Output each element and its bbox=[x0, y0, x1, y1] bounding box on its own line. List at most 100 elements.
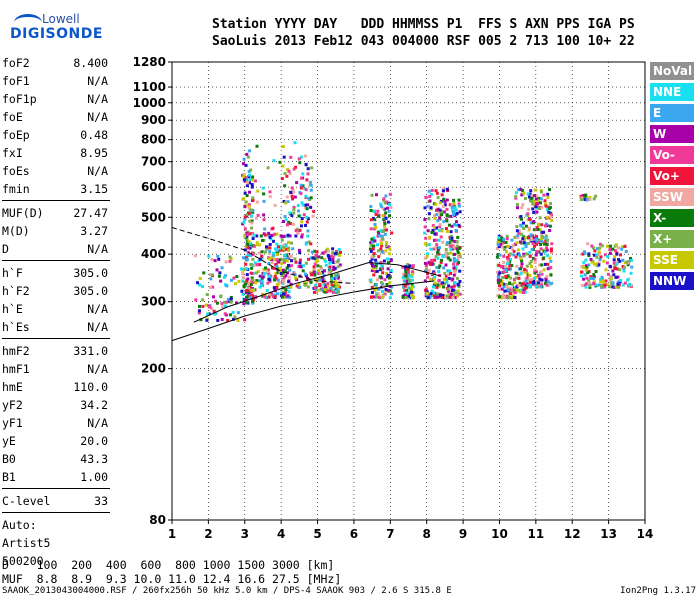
echo-pixel bbox=[324, 289, 328, 293]
echo-pixel bbox=[445, 219, 449, 223]
echo-pixel bbox=[253, 295, 257, 299]
echo-pixel bbox=[510, 264, 514, 268]
legend-item-x-: X+ bbox=[650, 230, 694, 248]
echo-pixel bbox=[449, 214, 453, 218]
echo-pixel bbox=[438, 208, 442, 212]
echo-pixel bbox=[440, 193, 444, 197]
echo-pixel bbox=[614, 285, 618, 289]
echo-pixel bbox=[245, 295, 249, 299]
echo-pixel bbox=[430, 258, 434, 262]
echo-pixel bbox=[450, 241, 454, 245]
echo-pixel bbox=[501, 293, 505, 297]
echo-pixel bbox=[306, 234, 310, 238]
echo-pixel bbox=[274, 263, 278, 267]
echo-pixel bbox=[495, 247, 499, 251]
param-value: N/A bbox=[87, 362, 108, 376]
echo-pixel bbox=[455, 211, 459, 215]
echo-pixel bbox=[266, 166, 270, 170]
echo-pixel bbox=[220, 317, 224, 321]
echo-pixel bbox=[457, 223, 461, 227]
echo-pixel bbox=[423, 206, 427, 210]
param-name: h`E bbox=[2, 302, 23, 316]
echo-pixel bbox=[622, 269, 626, 273]
echo-pixel bbox=[506, 288, 510, 292]
echo-pixel bbox=[456, 294, 460, 298]
echo-pixel bbox=[587, 254, 591, 258]
echo-pixel bbox=[285, 223, 289, 227]
echo-pixel bbox=[284, 218, 288, 222]
echo-pixel bbox=[444, 227, 448, 231]
echo-pixel bbox=[506, 244, 510, 248]
echo-pixel bbox=[293, 257, 297, 261]
echo-pixel bbox=[580, 196, 584, 200]
param-name: hmF1 bbox=[2, 362, 30, 376]
echo-pixel bbox=[286, 233, 290, 237]
echo-pixel bbox=[242, 173, 246, 177]
echo-pixel bbox=[309, 196, 313, 200]
echo-pixel bbox=[245, 181, 249, 185]
echo-pixel bbox=[431, 224, 435, 228]
echo-pixel bbox=[585, 198, 589, 202]
echo-pixel bbox=[513, 242, 517, 246]
echo-pixel bbox=[548, 206, 552, 210]
echo-pixel bbox=[580, 265, 584, 269]
echo-pixel bbox=[285, 259, 289, 263]
station-header: Station YYYY DAY DDD HHMMSS P1 FFS S AXN… bbox=[212, 16, 635, 50]
echo-pixel bbox=[447, 223, 451, 227]
echo-pixel bbox=[244, 262, 248, 266]
echo-pixel bbox=[448, 244, 452, 248]
echo-pixel bbox=[428, 235, 432, 239]
echo-pixel bbox=[539, 252, 543, 256]
echo-pixel bbox=[268, 252, 272, 256]
plot-frame bbox=[171, 61, 646, 521]
echo-pixel bbox=[435, 243, 439, 247]
echo-pixel bbox=[369, 218, 373, 222]
param-separator bbox=[2, 260, 110, 261]
echo-pixel bbox=[503, 247, 507, 251]
echo-pixel bbox=[291, 222, 295, 226]
echo-pixel bbox=[338, 263, 342, 267]
echo-pixel bbox=[520, 232, 524, 236]
echo-pixel bbox=[440, 229, 444, 233]
echo-pixel bbox=[528, 192, 532, 196]
echo-pixel bbox=[254, 216, 258, 220]
echo-pixel bbox=[582, 261, 586, 265]
param-value: 3.27 bbox=[80, 224, 108, 238]
echo-pixel bbox=[388, 202, 392, 206]
echo-pixel bbox=[268, 190, 272, 194]
echo-pixel bbox=[306, 172, 310, 176]
param-name: h`F2 bbox=[2, 284, 30, 298]
echo-pixel bbox=[309, 242, 313, 246]
echo-pixel bbox=[197, 309, 201, 313]
echo-pixel bbox=[249, 168, 253, 172]
echo-pixel bbox=[328, 265, 332, 269]
echo-pixel bbox=[585, 266, 589, 270]
echo-pixel bbox=[285, 257, 289, 261]
echo-pixel bbox=[306, 229, 310, 233]
echo-pixel bbox=[408, 287, 412, 291]
echo-pixel bbox=[509, 276, 513, 280]
echo-pixel bbox=[406, 281, 410, 285]
echo-pixel bbox=[502, 270, 506, 274]
echo-pixel bbox=[530, 239, 534, 243]
echo-pixel bbox=[532, 240, 536, 244]
echo-pixel bbox=[380, 250, 384, 254]
x-tick-label: 4 bbox=[277, 527, 285, 541]
echo-pixel bbox=[256, 189, 260, 193]
echo-pixel bbox=[260, 282, 264, 286]
legend-item-sse: SSE bbox=[650, 251, 694, 269]
echo-pixel bbox=[229, 300, 233, 304]
echo-pixel bbox=[516, 233, 520, 237]
echo-pixel bbox=[272, 159, 276, 163]
echo-pixel bbox=[514, 276, 518, 280]
echo-pixel bbox=[374, 270, 378, 274]
param-value: 110.0 bbox=[73, 380, 108, 394]
echo-pixel bbox=[262, 213, 266, 217]
echo-pixel bbox=[369, 278, 373, 282]
echo-pixel bbox=[298, 285, 302, 289]
echo-pixel bbox=[304, 223, 308, 227]
echo-pixel bbox=[296, 204, 300, 208]
echo-pixel bbox=[433, 281, 437, 285]
station-header-line1: Station YYYY DAY DDD HHMMSS P1 FFS S AXN… bbox=[212, 17, 635, 32]
echo-pixel bbox=[449, 230, 453, 234]
